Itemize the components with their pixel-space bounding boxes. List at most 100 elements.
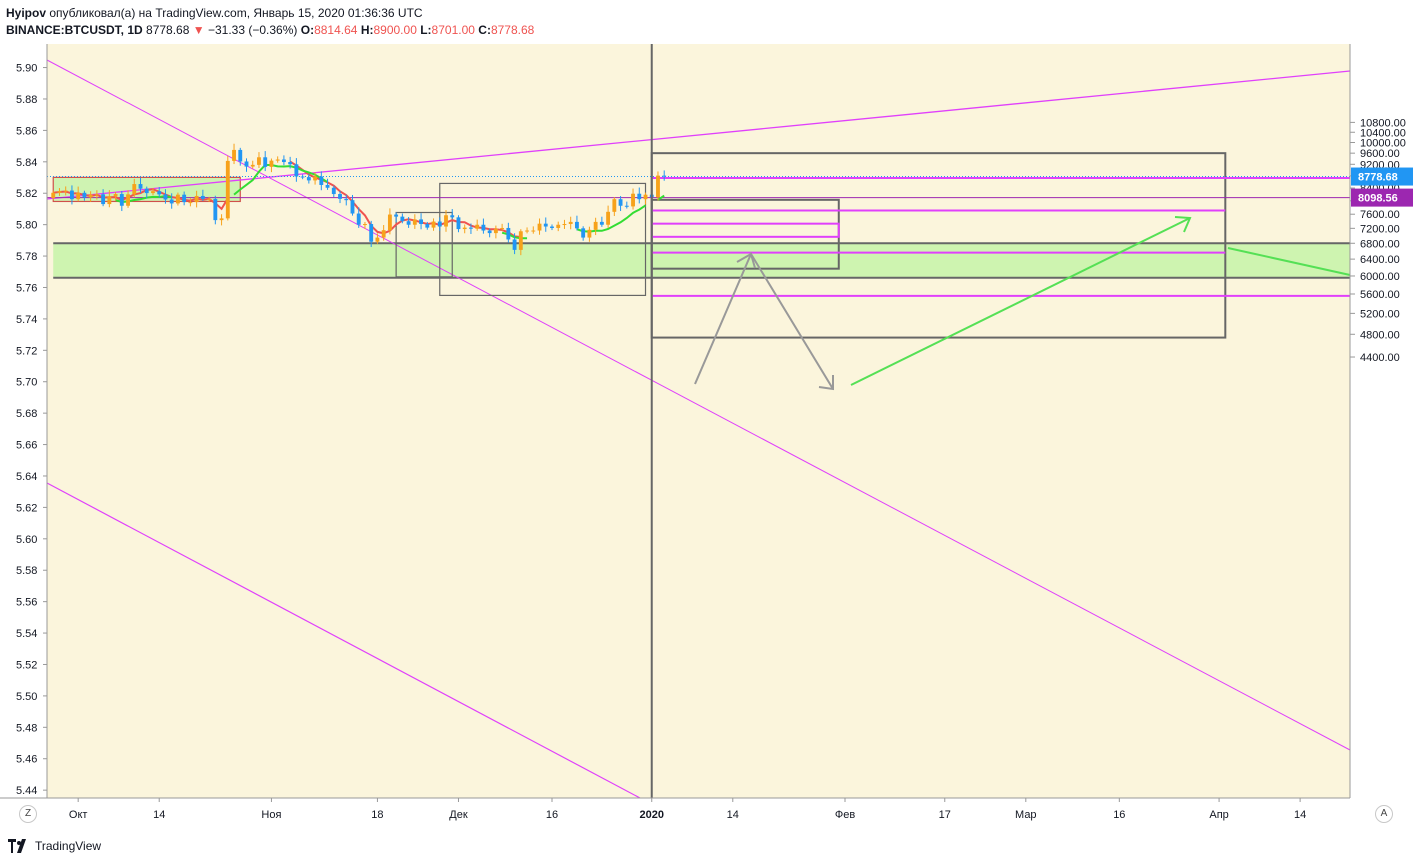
candle-body: [57, 191, 62, 193]
time-axis-label: 18: [371, 809, 383, 821]
right-axis-label: 6000.00: [1360, 271, 1400, 283]
candle-body: [450, 215, 455, 218]
plot-background: [47, 44, 1350, 798]
left-axis-label: 5.56: [16, 597, 37, 609]
candle-body: [493, 228, 498, 234]
upper-trendline: [46, 70, 1351, 200]
right-axis-label: 5200.00: [1360, 308, 1400, 320]
candle-body: [363, 224, 367, 226]
candle-body: [132, 184, 137, 195]
time-axis-label: 14: [1294, 809, 1306, 821]
candle-body: [119, 194, 124, 206]
candle-body: [306, 177, 311, 181]
candle-body: [207, 198, 212, 200]
candle-body: [182, 194, 187, 203]
time-axis-label: 14: [727, 809, 739, 821]
candle-body: [462, 227, 467, 230]
left-axis-label: 5.58: [16, 565, 37, 577]
published-text: опубликовал(а) на TradingView.com, Январ…: [49, 6, 423, 20]
candle-body: [257, 157, 261, 165]
green-moving-average: [233, 163, 329, 196]
candle-body: [63, 190, 68, 192]
candle-body: [51, 192, 56, 199]
candle-body: [487, 230, 492, 234]
price-tag-label: 8098.56: [1358, 193, 1398, 205]
candle-body: [101, 194, 106, 205]
right-axis-label: 9600.00: [1360, 148, 1400, 160]
right-axis-label: 10000.00: [1360, 138, 1406, 150]
candle-body: [550, 226, 554, 228]
candle-body: [194, 195, 199, 203]
green-moving-average: [115, 195, 172, 203]
low-label: L:: [420, 23, 432, 37]
green-projection-arrow: [850, 217, 1191, 386]
candle-body: [656, 175, 660, 198]
high-value: 8900.00: [373, 23, 417, 37]
left-axis-label: 5.70: [16, 377, 37, 389]
time-axis-label: Фев: [835, 809, 855, 821]
candle-body: [82, 192, 87, 198]
tradingview-logo-icon: [8, 839, 26, 853]
brand-name: TradingView: [35, 839, 102, 853]
candle-body: [375, 237, 380, 242]
candle-body: [144, 188, 149, 194]
candle-body: [350, 200, 355, 214]
candle-body: [288, 162, 293, 165]
candle-body: [88, 194, 93, 198]
candle-body: [531, 230, 536, 232]
price-chart[interactable]: 5.90 5.88 5.86 5.84 5.82 5.80 5.78 5.76 5.74 5.72…: [0, 44, 1425, 829]
left-axis-label: 5.60: [16, 534, 37, 546]
left-axis-label: 5.66: [16, 440, 37, 452]
candle-body: [250, 164, 255, 167]
auto-scale-button[interactable]: A: [1375, 805, 1393, 823]
candle-body: [400, 216, 405, 222]
candle-body: [637, 193, 642, 200]
candle-body: [281, 159, 286, 163]
log-scale-button[interactable]: Z: [19, 805, 37, 823]
candle-body: [294, 164, 299, 177]
author-name[interactable]: Hyipov: [6, 6, 47, 20]
left-axis-label: 5.78: [16, 251, 37, 263]
left-axis-label: 5.76: [16, 282, 37, 294]
left-axis-label: 5.72: [16, 345, 37, 357]
price-tag-label: 8778.68: [1358, 172, 1398, 184]
symbol-name[interactable]: BINANCE:BTCUSDT, 1D: [6, 23, 143, 37]
time-axis-label: 2020: [639, 809, 663, 821]
candle-body: [381, 230, 386, 238]
green-trend-arrow: [1227, 247, 1351, 276]
candle-body: [599, 221, 604, 225]
open-value: 8814.64: [314, 23, 358, 37]
time-axis-label: Апр: [1209, 809, 1228, 821]
candle-body: [518, 231, 523, 250]
candle-body: [113, 194, 118, 197]
green-arrowhead: [1174, 216, 1192, 233]
time-axis-label: 16: [546, 809, 558, 821]
candle-body: [319, 176, 324, 185]
candle-body: [581, 228, 586, 238]
tradingview-brand[interactable]: TradingView: [8, 839, 101, 853]
candle-body: [244, 161, 249, 167]
candle-body: [94, 194, 99, 196]
chart-header: Hyipov опубликовал(а) на TradingView.com…: [0, 0, 1425, 44]
candle-body: [313, 176, 318, 181]
left-axis-panel: [0, 44, 47, 829]
range-box: [439, 182, 647, 297]
symbol-line: BINANCE:BTCUSDT, 1D 8778.68 ▼ −31.33 (−0…: [6, 23, 534, 37]
candle-body: [662, 175, 667, 177]
candle-body: [618, 199, 623, 206]
publication-line: Hyipov опубликовал(а) на TradingView.com…: [6, 6, 423, 20]
candle-body: [624, 205, 629, 207]
close-value: 8778.68: [490, 23, 535, 37]
time-axis-label: Мар: [1015, 809, 1037, 821]
left-axis-label: 5.46: [16, 754, 37, 766]
candle-body: [475, 224, 480, 229]
candle-body: [556, 224, 561, 228]
time-axis-label: Окт: [69, 809, 88, 821]
right-axis-label: 10800.00: [1360, 117, 1406, 129]
left-axis-label: 5.44: [16, 785, 37, 797]
left-axis-label: 5.64: [16, 471, 37, 483]
left-axis-label: 5.74: [16, 314, 37, 326]
close-label: C:: [478, 23, 491, 37]
candle-body: [107, 196, 112, 205]
candle-body: [537, 223, 542, 231]
